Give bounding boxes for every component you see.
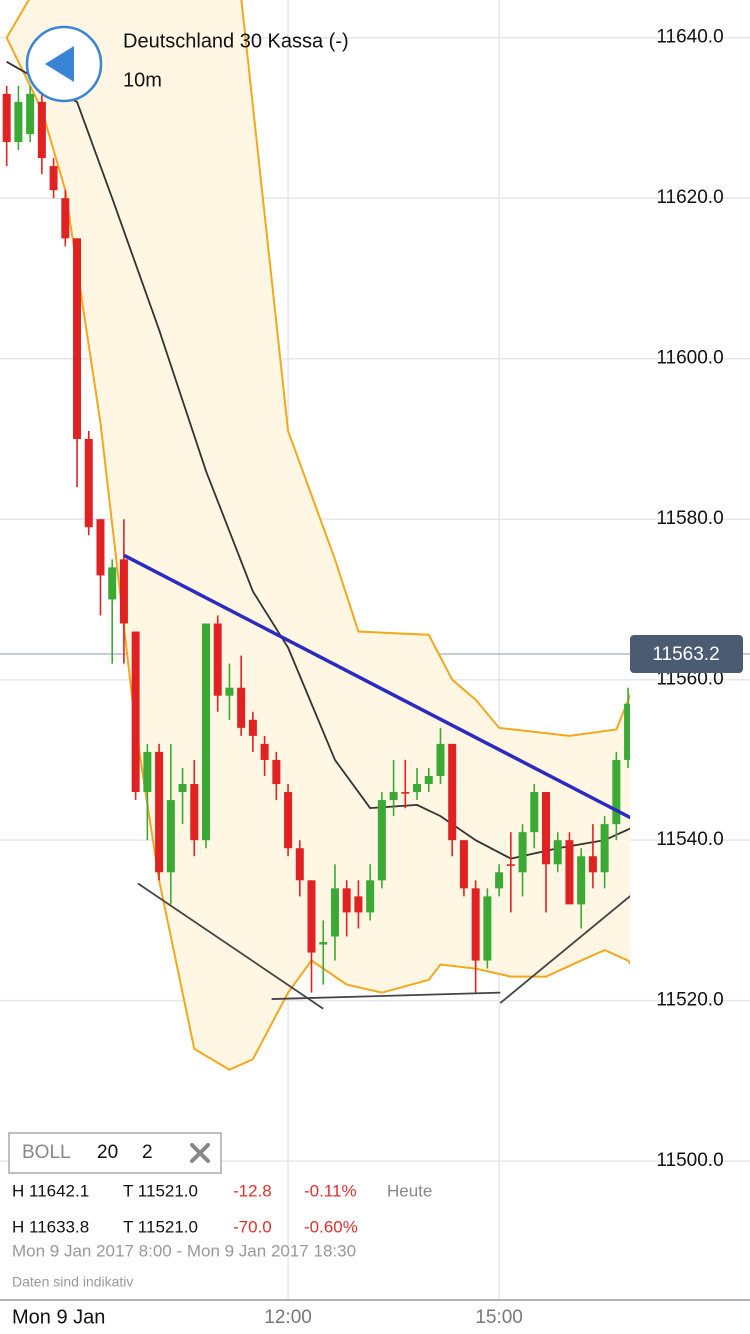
- candle-body: [541, 792, 550, 865]
- candle-body: [413, 784, 422, 793]
- x-tick-label: 15:00: [475, 1307, 523, 1328]
- candle-body: [600, 824, 609, 873]
- info-cell: H 11633.8: [12, 1217, 89, 1236]
- candle-body: [26, 93, 35, 135]
- candle-body: [436, 743, 445, 776]
- candle-body: [166, 800, 175, 873]
- date-range: Mon 9 Jan 2017 8:00 - Mon 9 Jan 2017 18:…: [12, 1241, 356, 1260]
- y-tick-label: 11540.0: [656, 829, 723, 850]
- candle-body: [330, 888, 339, 937]
- trendline: [137, 882, 324, 1010]
- indicator-deviation: 2: [142, 1142, 153, 1163]
- info-cell: H 11642.1: [12, 1181, 89, 1200]
- candle-body: [389, 792, 398, 801]
- candle-body: [506, 864, 515, 866]
- candle-body: [553, 840, 562, 865]
- info-cell: T 11521.0: [123, 1217, 198, 1236]
- y-tick-label: 11520.0: [656, 990, 723, 1011]
- info-cell: T 11521.0: [123, 1181, 198, 1200]
- info-cell: Heute: [387, 1181, 432, 1200]
- candle-body: [577, 856, 586, 905]
- candle-body: [401, 792, 410, 794]
- candle-body: [73, 238, 82, 439]
- disclaimer: Daten sind indikativ: [12, 1274, 133, 1290]
- indicator-name: BOLL: [22, 1142, 71, 1163]
- candle-body: [295, 848, 304, 881]
- candle-body: [49, 166, 58, 191]
- candle-body: [471, 888, 480, 961]
- overlay: 11500.0 11520.0 11540.0 11560.0 11580.0 11600…: [264, 27, 743, 1328]
- y-tick-label: 11620.0: [656, 187, 723, 208]
- candle-body: [248, 719, 257, 736]
- x-tick-label: 12:00: [264, 1307, 312, 1328]
- trendline: [123, 553, 630, 820]
- candle-body: [588, 856, 597, 873]
- candle-body: [143, 751, 152, 793]
- back-arrow[interactable]: [45, 46, 74, 82]
- candle-body: [342, 888, 351, 913]
- last-price-badge: [630, 635, 743, 674]
- chart-interval: 10m: [123, 69, 162, 91]
- y-tick-label: 11600.0: [656, 348, 723, 369]
- trendline: [499, 895, 630, 1004]
- chart-title: Deutschland 30 Kassa (-): [123, 30, 349, 52]
- candle-body: [84, 438, 93, 528]
- candle-body: [624, 703, 630, 760]
- candle-body: [225, 687, 234, 696]
- candle-body: [319, 942, 328, 945]
- trendline: [271, 991, 501, 1000]
- y-tick-label: 11580.0: [656, 508, 723, 529]
- candle-body: [108, 567, 117, 600]
- candle-body: [530, 792, 539, 833]
- plot-area: [2, 0, 630, 1071]
- candle-body: [2, 93, 11, 143]
- y-tick-label: 11560.0: [656, 669, 723, 690]
- info-cell: -0.60%: [304, 1217, 358, 1236]
- candle-body: [565, 840, 574, 905]
- x-start-label: Mon 9 Jan: [12, 1306, 105, 1328]
- candle-body: [96, 519, 105, 576]
- candle-body: [213, 623, 222, 696]
- candle-body: [307, 880, 316, 953]
- back-button[interactable]: [25, 25, 103, 103]
- candle-body: [131, 631, 140, 793]
- remove-indicator[interactable]: [190, 1143, 210, 1163]
- y-tick-label: 11500.0: [656, 1150, 723, 1171]
- candle-body: [518, 832, 527, 873]
- candle-body: [272, 759, 281, 785]
- candle-body: [119, 559, 128, 624]
- indicator-period: 20: [97, 1142, 118, 1163]
- last-price-label: 11563.2: [652, 644, 719, 665]
- candle-body: [190, 784, 199, 841]
- info-cell: -0.11%: [304, 1181, 357, 1200]
- y-tick-label: 11640.0: [656, 27, 723, 48]
- candle-body: [178, 784, 187, 793]
- candle-body: [284, 792, 293, 849]
- candle-body: [354, 896, 363, 913]
- candle-body: [366, 880, 375, 913]
- candle-body: [483, 896, 492, 961]
- candle-body: [459, 840, 468, 889]
- candle-body: [495, 872, 504, 889]
- candle-body: [155, 751, 164, 873]
- indicator-box-frame[interactable]: [8, 1132, 222, 1174]
- upper-band: [5, 0, 630, 737]
- middle-band: [6, 61, 630, 860]
- candle-body: [237, 687, 246, 728]
- candle-body: [61, 198, 70, 239]
- candle-body: [424, 775, 433, 785]
- candle-body: [14, 101, 23, 143]
- indicator-box[interactable]: BOLL 20 2: [8, 1132, 222, 1174]
- candle-body: [448, 743, 457, 841]
- candle-body: [201, 623, 210, 841]
- info-cell: -12.8: [233, 1181, 272, 1200]
- info-cell: -70.0: [233, 1217, 272, 1236]
- candle-body: [37, 101, 46, 159]
- lower-band: [5, 37, 630, 1071]
- candle-body: [377, 800, 386, 881]
- candle-body: [612, 759, 621, 825]
- candle-body: [260, 743, 269, 760]
